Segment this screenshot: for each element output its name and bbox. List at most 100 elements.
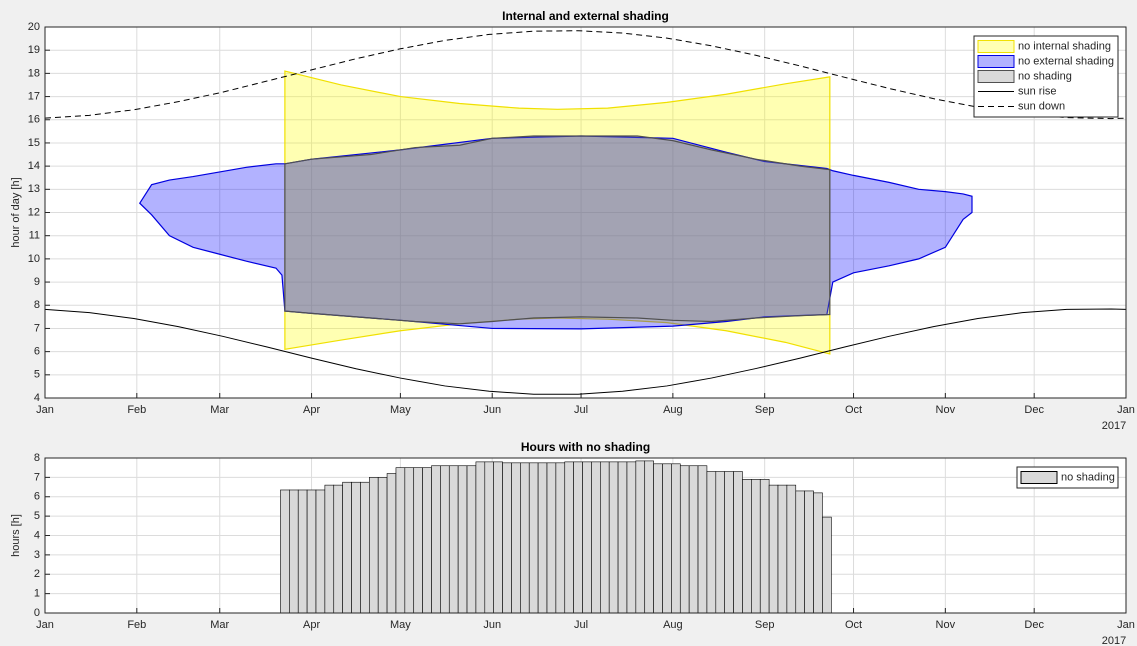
- bar: [368, 477, 379, 614]
- bar: [289, 489, 299, 614]
- bar: [626, 461, 637, 614]
- bar: [733, 471, 743, 614]
- bar: [804, 490, 814, 614]
- bar: [315, 489, 326, 614]
- x-tick-label: Jul: [574, 404, 588, 416]
- y-axis-label: hour of day [h]: [10, 177, 22, 247]
- x-tick-label: Jul: [574, 619, 588, 631]
- bar: [475, 461, 486, 614]
- bar: [457, 465, 468, 614]
- plot-frame: [44, 457, 1127, 614]
- legend-label: no shading: [1018, 70, 1072, 82]
- y-tick-label: 6: [34, 491, 40, 503]
- bar: [671, 463, 681, 614]
- bar: [608, 461, 619, 614]
- line: [44, 308, 1127, 395]
- bar: [786, 484, 797, 614]
- bar: [280, 489, 290, 614]
- y-tick-label: 15: [28, 137, 40, 149]
- bar: [564, 461, 574, 614]
- legend-swatch: [977, 70, 1015, 83]
- bar: [537, 462, 548, 614]
- y-tick-label: 3: [34, 549, 40, 561]
- x-tick-label: Feb: [127, 404, 146, 416]
- chart-title: Internal and external shading: [502, 9, 669, 23]
- plot-frame: [44, 26, 1127, 399]
- bar: [759, 479, 770, 614]
- x-tick-label: Sep: [755, 619, 775, 631]
- y-tick-label: 9: [34, 276, 40, 288]
- y-tick-label: 1: [34, 588, 40, 600]
- y-tick-label: 0: [34, 607, 40, 619]
- bar: [822, 516, 832, 614]
- legend-box: [973, 35, 1119, 118]
- bar: [546, 462, 557, 614]
- band-area: [284, 70, 831, 355]
- x-tick-label: Sep: [755, 404, 775, 416]
- bar: [653, 463, 663, 614]
- bar: [377, 477, 388, 614]
- y-tick-label: 10: [28, 253, 40, 265]
- band-area: [284, 135, 831, 325]
- y-tick-label: 18: [28, 67, 40, 79]
- bar: [431, 465, 441, 614]
- bar: [715, 471, 725, 614]
- x-tick-label: Aug: [663, 404, 683, 416]
- bar: [555, 462, 566, 614]
- y-tick-label: 7: [34, 471, 40, 483]
- y-tick-label: 13: [28, 183, 40, 195]
- bar: [697, 465, 708, 614]
- bar: [582, 461, 592, 614]
- x-tick-label: Dec: [1024, 404, 1044, 416]
- x-tick-label: Apr: [303, 404, 320, 416]
- bar: [528, 462, 539, 614]
- bar: [333, 484, 343, 614]
- y-tick-label: 5: [34, 369, 40, 381]
- y-tick-label: 2: [34, 568, 40, 580]
- y-tick-label: 5: [34, 510, 40, 522]
- bar: [351, 481, 361, 614]
- bar: [644, 460, 654, 614]
- x-tick-label: Jan: [1117, 404, 1135, 416]
- bar: [493, 461, 503, 614]
- y-tick-label: 7: [34, 322, 40, 334]
- line: [44, 30, 1127, 120]
- x-annotation: 2017: [1102, 635, 1126, 646]
- bar: [342, 481, 352, 614]
- x-tick-label: Jun: [483, 619, 501, 631]
- x-tick-label: Jan: [1117, 619, 1135, 631]
- y-tick-label: 8: [34, 452, 40, 464]
- chart-title: Hours with no shading: [521, 440, 650, 454]
- bar: [573, 461, 583, 614]
- x-tick-label: May: [390, 619, 411, 631]
- x-tick-label: Nov: [936, 404, 956, 416]
- bar: [466, 465, 477, 614]
- bar: [706, 471, 717, 614]
- legend-swatch: [977, 40, 1015, 53]
- x-annotation: 2017: [1102, 420, 1126, 432]
- legend-swatch: [1020, 471, 1058, 484]
- bar: [751, 479, 761, 614]
- bar: [360, 481, 370, 614]
- y-tick-label: 20: [28, 21, 40, 33]
- bar: [520, 462, 530, 614]
- bar: [777, 484, 788, 614]
- bar: [484, 461, 494, 614]
- bar: [662, 463, 672, 614]
- bar: [297, 489, 308, 614]
- x-tick-label: Dec: [1024, 619, 1044, 631]
- bar: [324, 484, 335, 614]
- bar: [413, 467, 423, 614]
- bar: [617, 461, 628, 614]
- y-tick-label: 11: [29, 230, 40, 242]
- y-axis-label: hours [h]: [10, 514, 22, 557]
- bar: [768, 484, 779, 614]
- x-tick-label: Aug: [663, 619, 683, 631]
- bar: [386, 473, 397, 614]
- x-tick-label: May: [390, 404, 411, 416]
- x-tick-label: Oct: [845, 404, 862, 416]
- bar: [600, 461, 610, 614]
- x-tick-label: Mar: [210, 619, 229, 631]
- legend-label: sun down: [1018, 100, 1065, 112]
